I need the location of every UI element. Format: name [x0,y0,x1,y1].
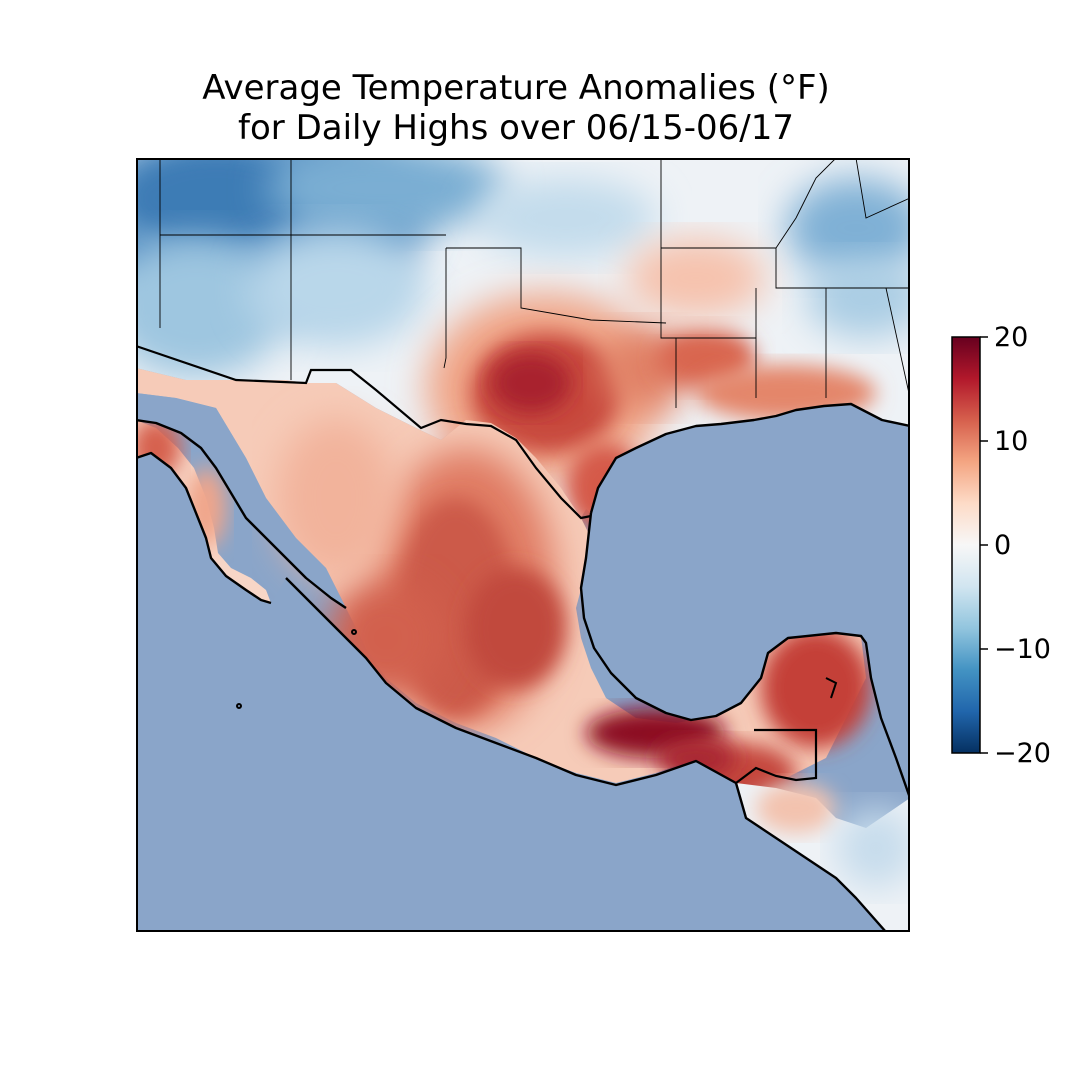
colorbar-ticks: 20 10 0 −10 −20 [980,322,1051,769]
colorbar-canvas: 20 10 0 −10 −20 [951,322,1051,769]
colorbar-tick-label: 20 [994,322,1028,353]
gulf-of-mexico [581,404,910,798]
colorbar-gradient [951,336,981,754]
gulf-of-california [136,393,346,608]
colorbar-tick-label: −20 [994,738,1051,769]
colorbar: 20 10 0 −10 −20 [951,322,1051,769]
islands [236,629,838,709]
map-panel [136,158,910,932]
chart-title-line-1: Average Temperature Anomalies (°F) [202,68,830,108]
colorbar-tick-label: 10 [994,426,1028,457]
colorbar-tick-label: −10 [994,634,1051,665]
land-mexico [136,368,871,803]
pacific-ocean [136,453,886,932]
map-border [136,158,910,932]
country-borders [136,344,818,784]
coastlines [136,402,910,932]
chart-title-line-2: for Daily Highs over 06/15-06/17 [238,108,794,148]
map-canvas [136,158,910,932]
state-borders [159,158,910,408]
land-central-america [736,783,910,932]
colorbar-tick-label: 0 [994,530,1011,561]
